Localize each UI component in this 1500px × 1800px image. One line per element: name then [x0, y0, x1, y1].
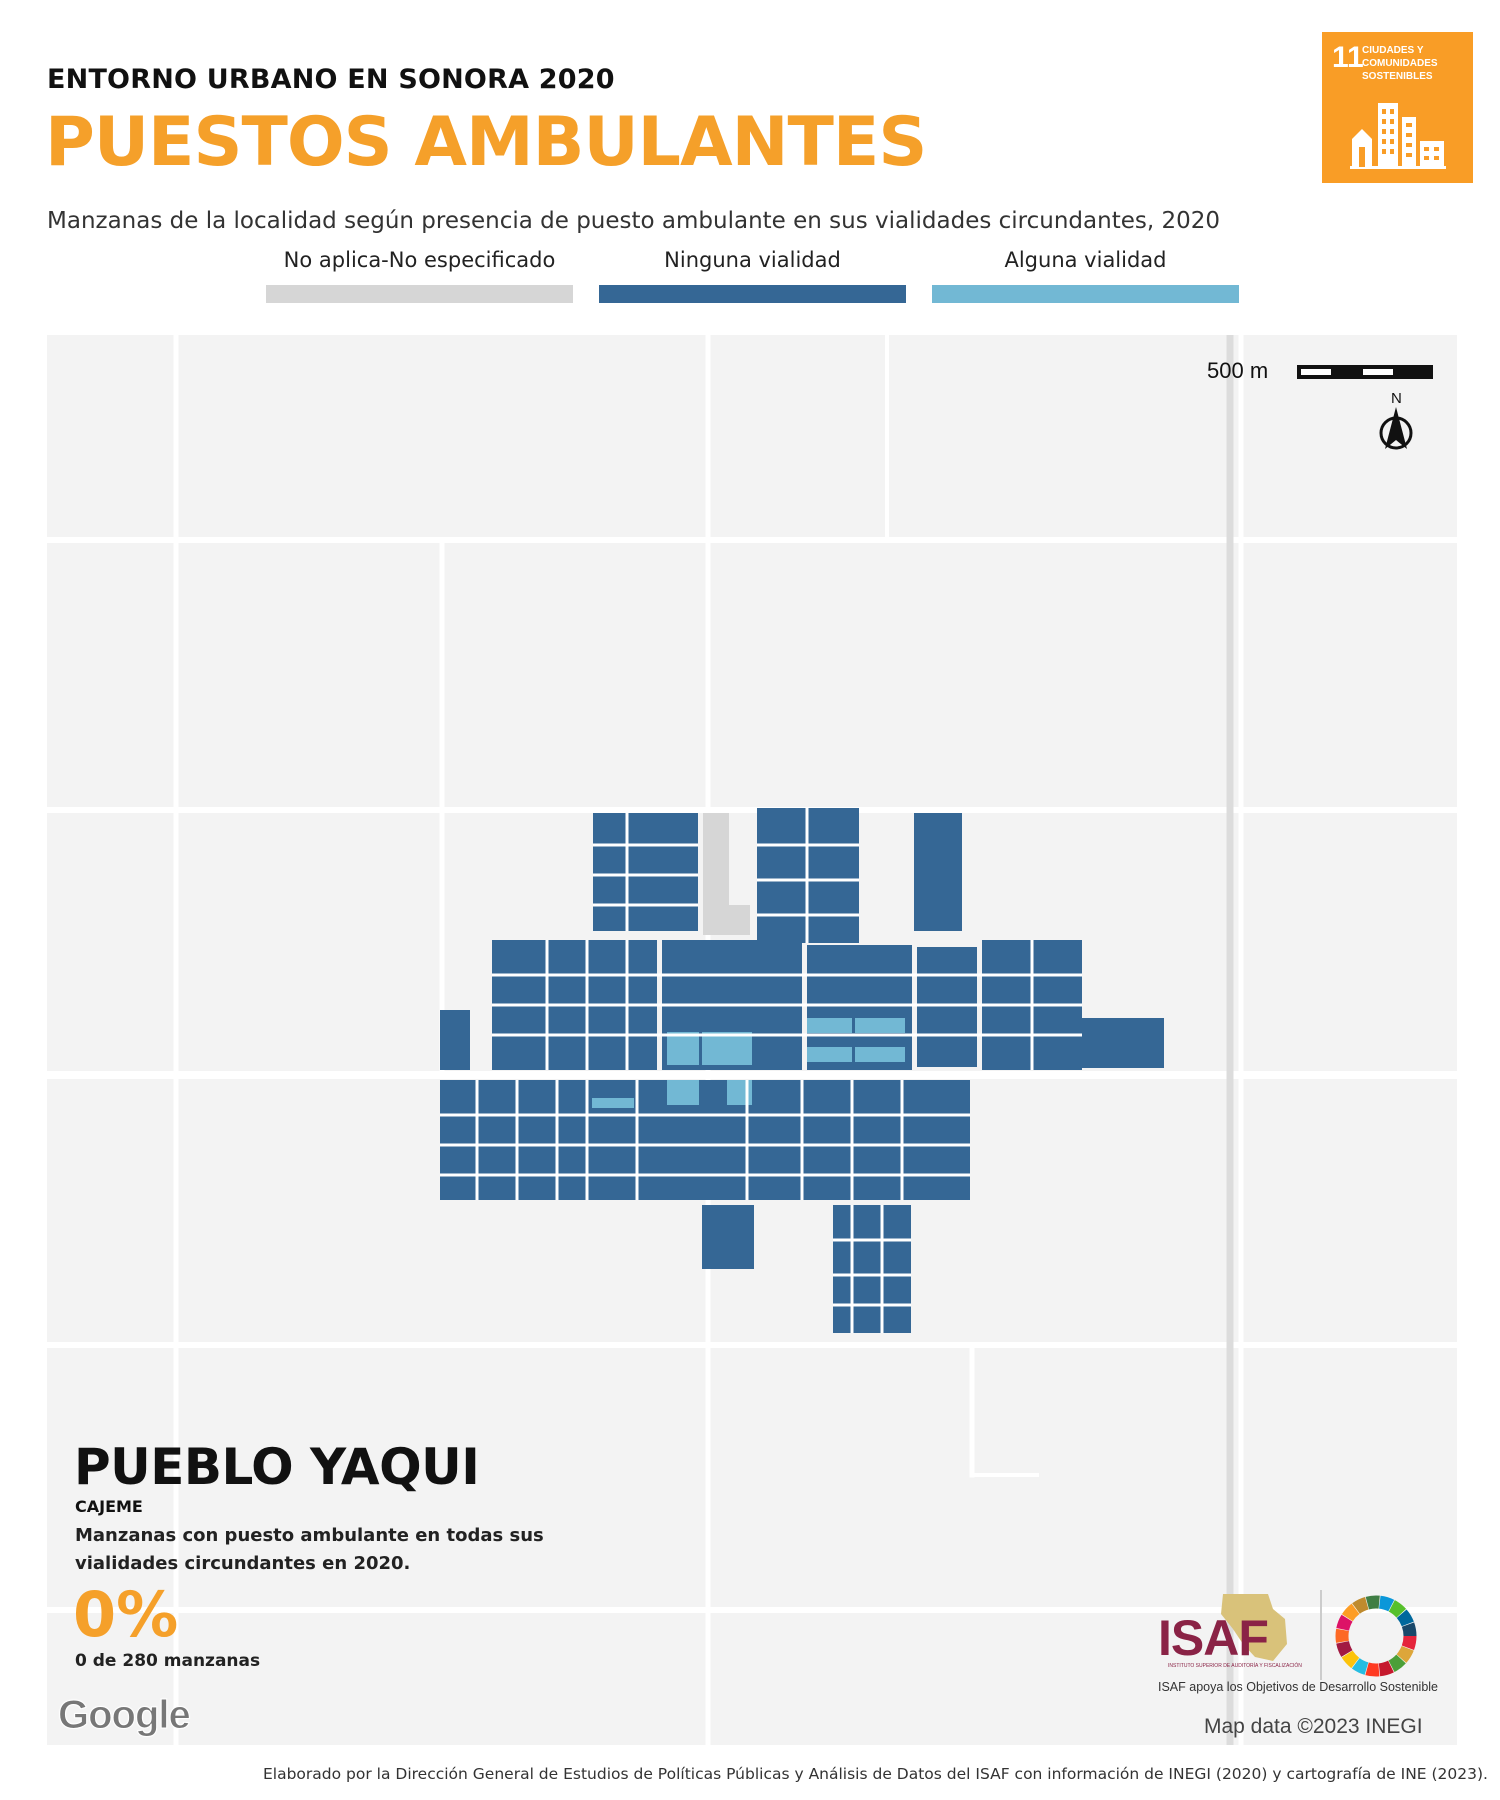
sdg-number: 11 — [1332, 41, 1364, 74]
legend-label: Ninguna vialidad — [664, 248, 841, 272]
legend-item-no-aplica: No aplica-No especificado — [266, 248, 573, 303]
map-svg — [47, 335, 1457, 1745]
block-light — [667, 1080, 699, 1105]
sdg-label: CIUDADES Y COMUNIDADES SOSTENIBLES — [1362, 45, 1438, 82]
block-gray — [703, 813, 750, 935]
block-light — [807, 1047, 852, 1062]
block-cluster — [833, 1205, 911, 1333]
block-cluster — [440, 1080, 705, 1200]
block-light — [667, 1032, 699, 1065]
sdg-color-wheel-icon — [1335, 1595, 1417, 1677]
place-name: PUEBLO YAQUI — [74, 1438, 480, 1496]
block-light — [855, 1018, 905, 1033]
legend-item-alguna: Alguna vialidad — [932, 248, 1239, 303]
isaf-name: ISAF — [1158, 1610, 1269, 1666]
isaf-subtext: INSTITUTO SUPERIOR DE AUDITORÍA Y FISCAL… — [1168, 1663, 1302, 1669]
legend-label: Alguna vialidad — [1004, 248, 1167, 272]
block-cluster — [702, 1205, 754, 1269]
block-light — [702, 1032, 752, 1065]
sdg-11-badge: 11 CIUDADES Y COMUNIDADES SOSTENIBLES — [1322, 32, 1473, 183]
stat-count: 0 de 280 manzanas — [75, 1651, 261, 1671]
legend-swatch-light-blue — [932, 285, 1239, 303]
blocks-no-aplica — [703, 813, 750, 935]
legend-swatch-gray — [266, 285, 573, 303]
municipality-name: CAJEME — [75, 1497, 143, 1516]
kicker-title: ENTORNO URBANO EN SONORA 2020 — [47, 64, 615, 95]
block-light — [592, 1098, 634, 1108]
block-cluster — [914, 813, 962, 931]
footer-source-note: Elaborado por la Dirección General de Es… — [263, 1765, 1488, 1783]
block-light — [807, 1018, 852, 1033]
block-cluster — [992, 1018, 1164, 1068]
block-cluster — [917, 947, 977, 1067]
isaf-logo: ISAF INSTITUTO SUPERIOR DE AUDITORÍA Y F… — [1158, 1589, 1308, 1679]
north-arrow-icon — [1379, 407, 1413, 450]
legend-label: No aplica-No especificado — [283, 248, 556, 272]
map-attribution: Map data ©2023 INEGI — [1204, 1715, 1423, 1738]
map-canvas[interactable] — [47, 335, 1457, 1745]
block-cluster — [440, 1010, 470, 1070]
page-title: PUESTOS AMBULANTES — [45, 103, 927, 182]
block-light — [855, 1047, 905, 1062]
google-logo: Google — [58, 1693, 192, 1738]
sonora-map-icon — [1221, 1594, 1287, 1661]
scale-bar — [1297, 365, 1433, 379]
logo-divider — [1320, 1590, 1322, 1680]
city-buildings-icon — [1350, 103, 1446, 169]
blocks-ninguna — [440, 808, 1164, 1333]
page-subtitle: Manzanas de la localidad según presencia… — [47, 208, 1220, 234]
internal-streets — [440, 808, 1082, 1333]
block-cluster — [593, 813, 698, 931]
stat-description: Manzanas con puesto ambulante en todas s… — [75, 1525, 544, 1574]
legend-item-ninguna: Ninguna vialidad — [599, 248, 906, 303]
legend-swatch-dark-blue — [599, 285, 906, 303]
north-label: N — [1391, 390, 1402, 407]
scale-label: 500 m — [1207, 358, 1269, 383]
stat-value: 0% — [73, 1578, 179, 1651]
isaf-tagline: ISAF apoya los Objetivos de Desarrollo S… — [1158, 1680, 1439, 1694]
